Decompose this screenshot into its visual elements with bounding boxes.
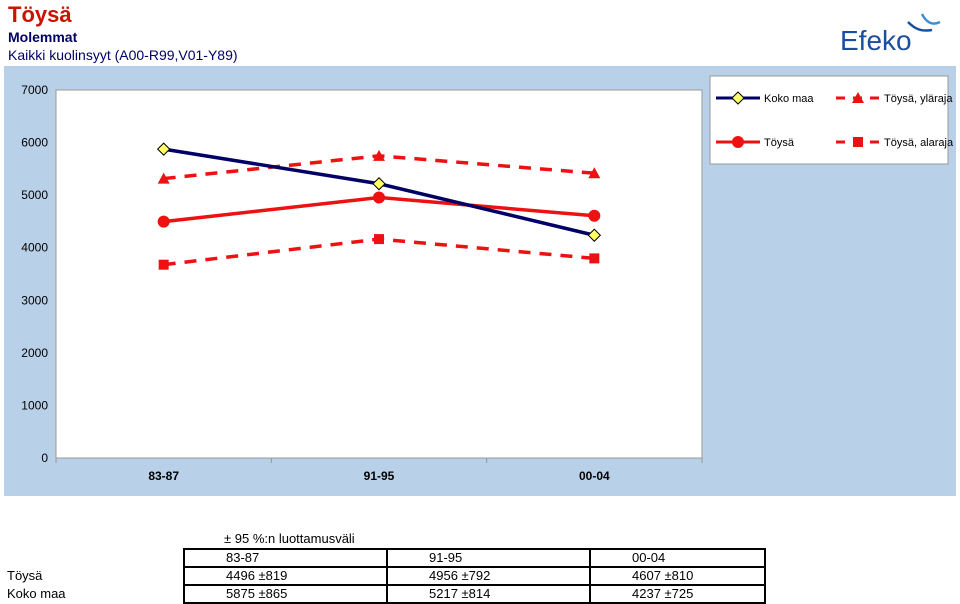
x-tick-label: 83-87 (148, 469, 179, 483)
plot-area (55, 89, 703, 459)
y-tick-label: 3000 (21, 293, 48, 307)
x-tick-label: 91-95 (364, 469, 395, 483)
data-point (156, 142, 171, 156)
ci-cell: 4956 ±792 (386, 566, 591, 586)
logo-swoosh-icon (907, 21, 933, 32)
ci-row: Koko maa 5875 ±865 5217 ±814 4237 ±725 (4, 584, 766, 604)
data-point (588, 209, 601, 222)
legend-marker (853, 137, 863, 147)
logo-text: Efeko (840, 25, 912, 56)
y-tick-label: 1000 (21, 398, 48, 412)
y-tick-label: 0 (41, 451, 48, 465)
ci-row-label: Töysä (7, 568, 43, 583)
ci-header-blank (4, 549, 184, 567)
ci-cell: 5875 ±865 (183, 584, 388, 604)
ci-col-header: 91-95 (386, 548, 591, 568)
y-tick-label: 6000 (21, 136, 48, 150)
data-point (587, 228, 602, 242)
legend-label: Töysä, yläraja (884, 93, 953, 105)
legend-label: Töysä, alaraja (884, 137, 954, 149)
efeko-logo: Efeko (840, 13, 941, 56)
data-point (372, 177, 386, 191)
y-tick-label: 4000 (21, 241, 48, 255)
y-tick-label: 7000 (21, 83, 48, 97)
x-tick-label: 00-04 (579, 469, 610, 483)
data-point (158, 259, 169, 270)
data-point (157, 172, 170, 184)
y-axis: 0 1000 2000 3000 4000 5000 6000 7000 (21, 83, 48, 465)
data-point (588, 167, 601, 179)
ci-cell: 5217 ±814 (386, 584, 591, 604)
data-point (589, 253, 600, 264)
y-tick-label: 5000 (21, 188, 48, 202)
y-tick-label: 2000 (21, 346, 48, 360)
ci-cell: 4607 ±810 (589, 566, 766, 586)
ci-caption: ± 95 %:n luottamusväli (224, 531, 355, 546)
line-chart: 0 1000 2000 3000 4000 5000 6000 7000 83-87 91-95… (4, 66, 956, 496)
data-point (374, 234, 384, 245)
ci-row: Töysä 4496 ±819 4956 ±792 4607 ±810 (4, 566, 766, 586)
legend: Koko maa Töysä, yläraja Töysä Töysä, alaraj… (709, 75, 954, 165)
legend-label: Töysä (764, 137, 795, 149)
ci-header-row: 83-87 91-95 00-04 (4, 548, 766, 568)
page-subtitle: Molemmat (8, 29, 78, 45)
data-point (373, 191, 385, 204)
ci-col-header: 83-87 (183, 548, 388, 568)
legend-box (709, 75, 949, 165)
legend-marker (732, 136, 744, 148)
data-point (373, 149, 385, 161)
ci-col-header: 00-04 (589, 548, 766, 568)
legend-marker (852, 92, 864, 103)
ci-table: 83-87 91-95 00-04 Töysä 4496 ±819 4956 ±… (4, 548, 766, 604)
page-title: Töysä (8, 2, 72, 27)
series-layer (156, 142, 602, 270)
x-axis: 83-87 91-95 00-04 (55, 458, 703, 483)
ci-cell: 4237 ±725 (589, 584, 766, 604)
ci-cell: 4496 ±819 (183, 566, 388, 586)
legend-label: Koko maa (764, 93, 814, 105)
logo-swoosh2-icon (920, 13, 941, 25)
cause-of-death-label: Kaikki kuolinsyyt (A00-R99,V01-Y89) (8, 47, 238, 63)
legend-marker (731, 91, 745, 105)
ci-row-label: Koko maa (7, 586, 66, 601)
data-point (157, 215, 170, 228)
